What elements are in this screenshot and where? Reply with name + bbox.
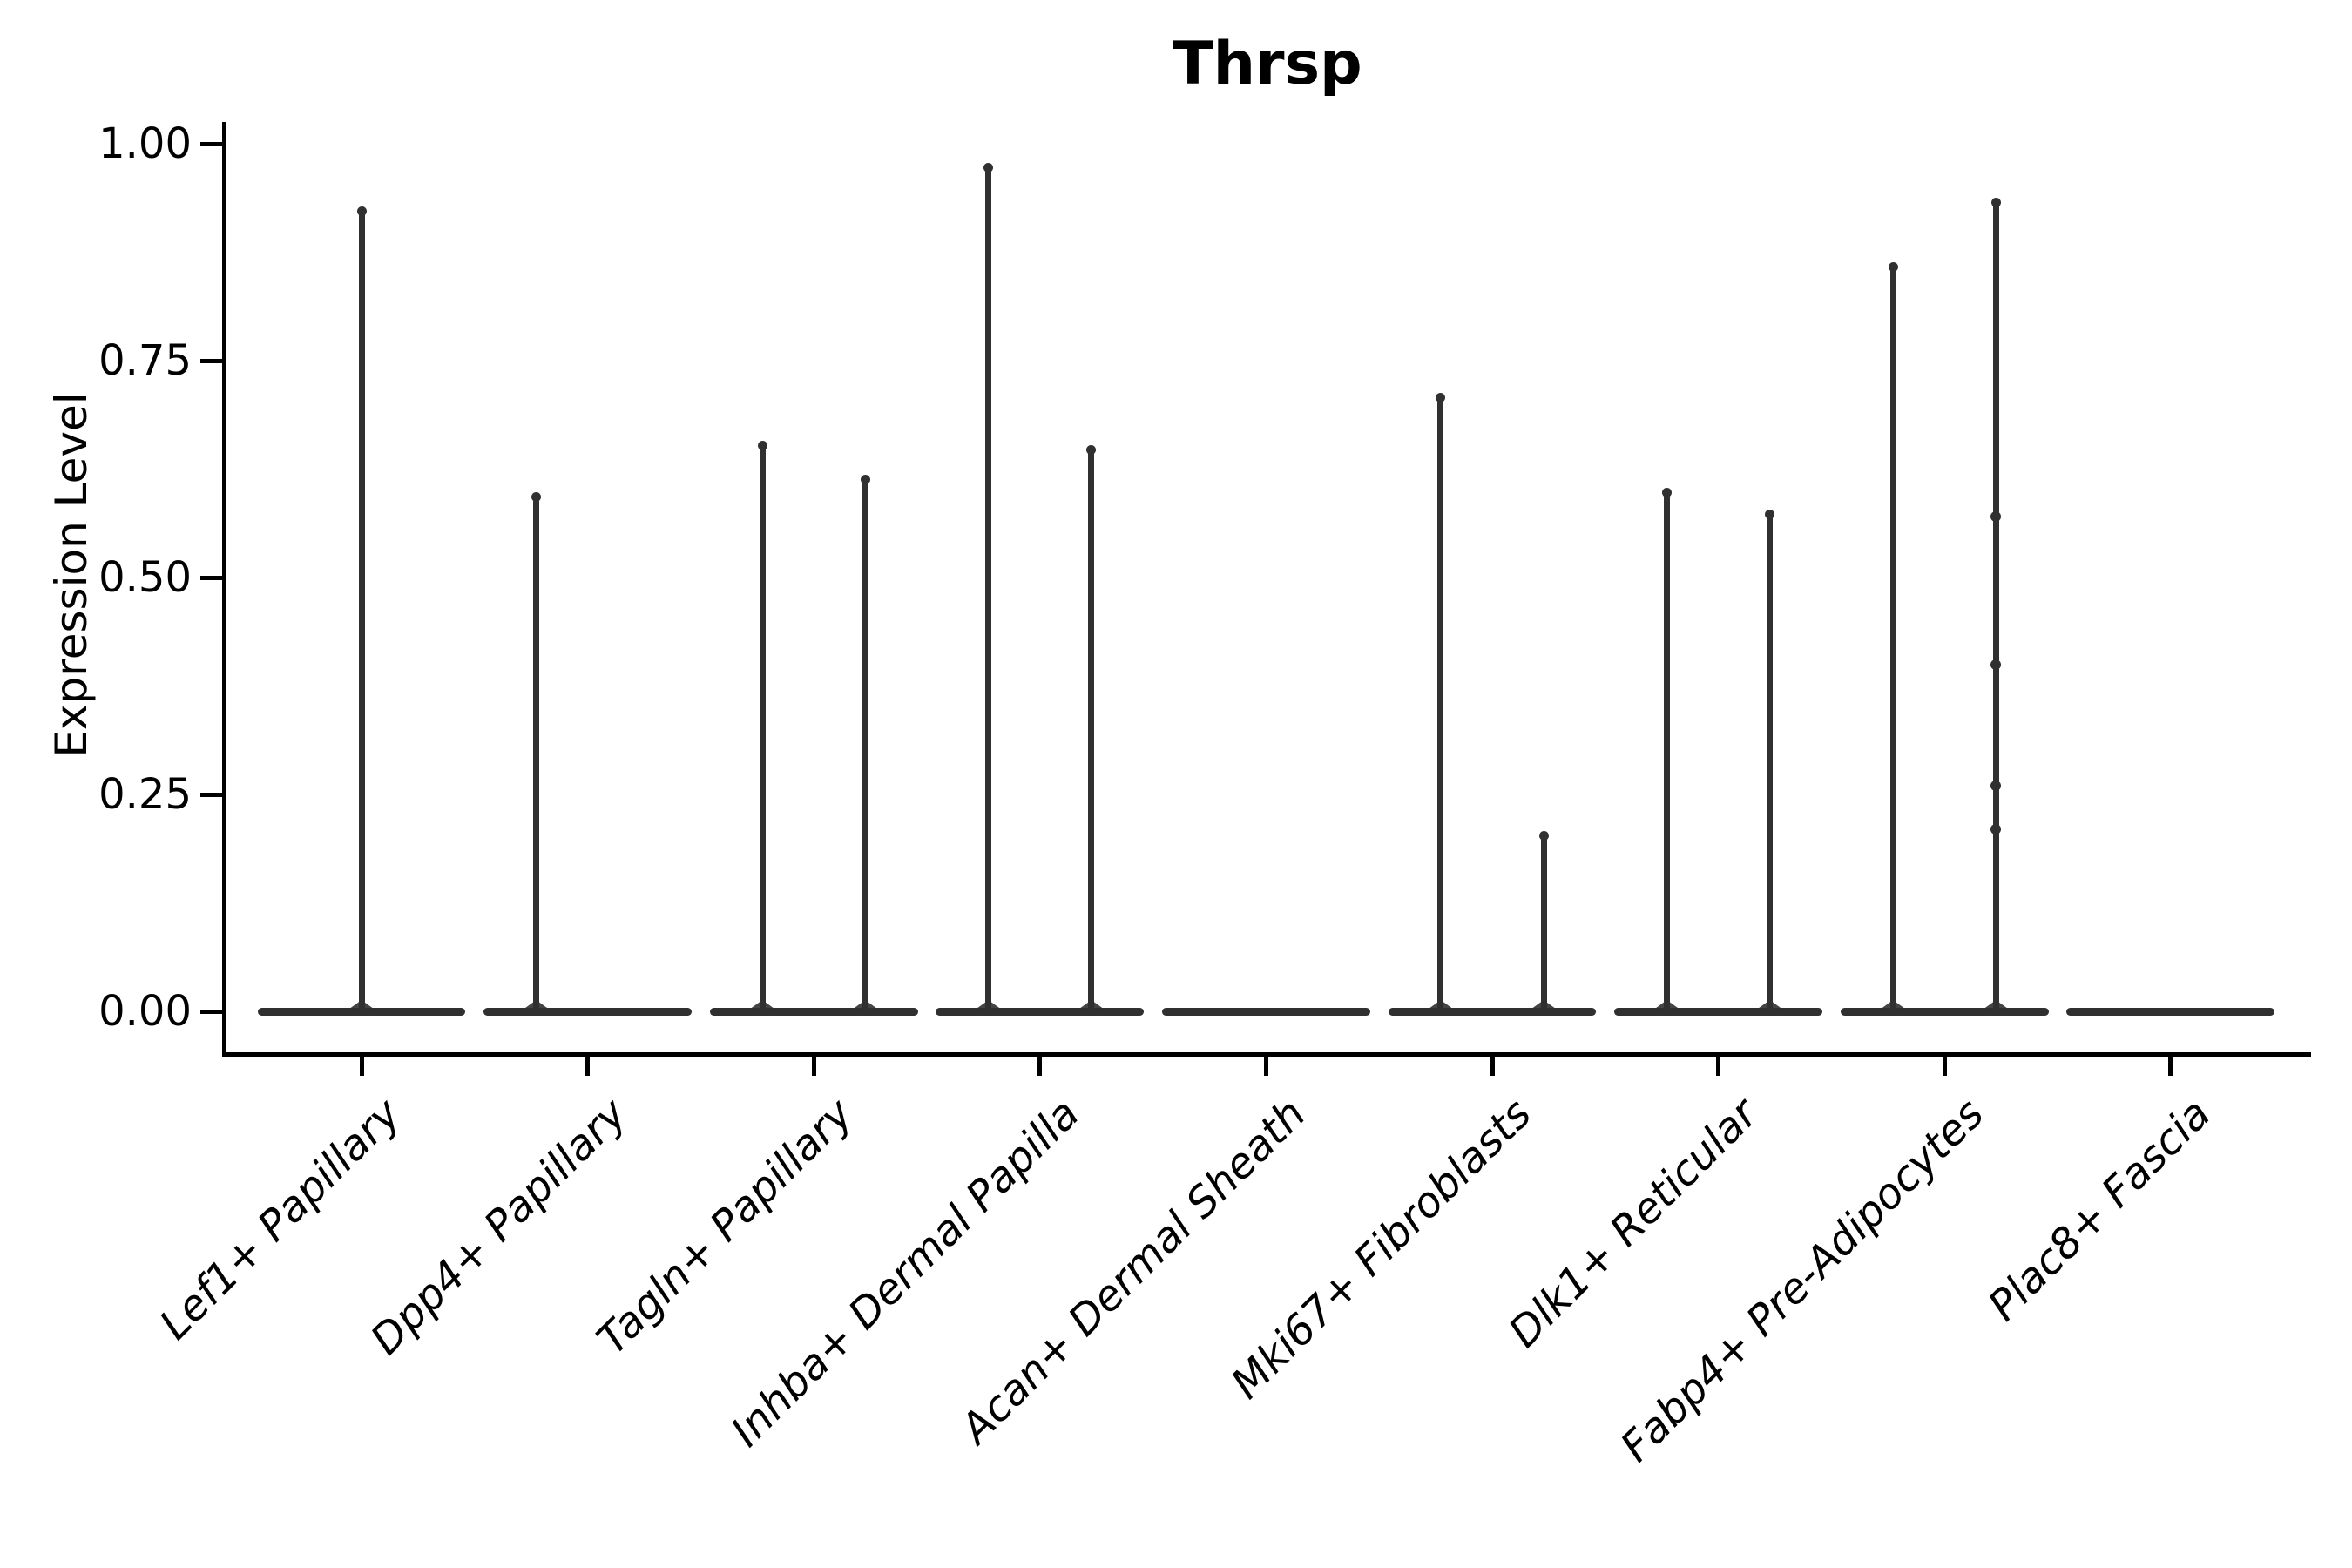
violin-spike — [1889, 265, 1896, 1011]
violin-spike — [1437, 395, 1444, 1011]
violin-spike — [985, 165, 992, 1011]
data-point — [1990, 659, 2002, 670]
violin-base — [257, 1007, 466, 1016]
violin-base — [2066, 1007, 2275, 1016]
x-tick-label: Fabp4+ Pre-Adipocytes — [1611, 1089, 1994, 1472]
x-tick — [585, 1054, 591, 1076]
violin-max-point — [1086, 444, 1097, 455]
violin-max-point — [1538, 830, 1549, 841]
violin-base — [936, 1007, 1145, 1016]
x-tick — [1263, 1054, 1268, 1076]
violin-max-point — [757, 440, 767, 450]
y-tick-label: 0.75 — [98, 336, 192, 385]
data-point — [1990, 781, 2002, 792]
y-tick-label: 0.50 — [98, 553, 192, 602]
x-tick — [359, 1054, 364, 1076]
violin-spike — [1540, 833, 1547, 1011]
y-tick-label: 0.00 — [98, 987, 192, 1036]
y-tick-label: 0.25 — [98, 770, 192, 819]
violin-spike — [1664, 490, 1671, 1011]
violin-max-point — [531, 492, 542, 503]
violin-max-point — [1990, 197, 2001, 207]
violin-max-point — [1888, 262, 1898, 273]
violin-base — [1161, 1007, 1370, 1016]
violin-base — [1614, 1007, 1822, 1016]
violin-max-point — [1765, 510, 1775, 520]
violin-spike — [358, 208, 365, 1011]
x-tick — [1716, 1054, 1721, 1076]
x-tick-label: Lef1+ Papillary — [151, 1089, 411, 1349]
violin-base — [1840, 1007, 2049, 1016]
x-tick-label: Plac8+ Fascia — [1978, 1089, 2220, 1331]
x-tick — [1490, 1054, 1495, 1076]
violin-spike — [862, 477, 868, 1011]
y-tick — [200, 792, 222, 797]
violin-spike — [1767, 512, 1774, 1011]
chart-title: Thrsp — [1173, 30, 1362, 98]
violin-spike — [533, 495, 540, 1011]
violin-max-point — [356, 206, 367, 216]
violin-base — [1388, 1007, 1597, 1016]
x-tick — [1942, 1054, 1947, 1076]
violin-base — [483, 1007, 692, 1016]
y-tick — [200, 358, 222, 363]
violin-spike — [1088, 447, 1095, 1011]
data-point — [1990, 823, 2002, 835]
violin-max-point — [860, 475, 870, 485]
y-tick — [200, 141, 222, 146]
x-tick-label: Dlk1+ Reticular — [1499, 1089, 1767, 1357]
x-tick — [2168, 1054, 2173, 1076]
violin-spike — [1992, 199, 1999, 1011]
y-axis-spine — [221, 122, 226, 1057]
violin-max-point — [1662, 488, 1673, 498]
data-point — [1990, 511, 2002, 523]
violin-spike — [759, 443, 766, 1011]
y-tick — [200, 1009, 222, 1014]
y-tick-label: 1.00 — [98, 119, 192, 168]
x-tick — [1037, 1054, 1043, 1076]
violin-max-point — [983, 162, 994, 172]
violin-base — [709, 1007, 918, 1016]
violin-max-point — [1436, 392, 1446, 402]
x-tick — [811, 1054, 816, 1076]
y-tick — [200, 575, 222, 580]
